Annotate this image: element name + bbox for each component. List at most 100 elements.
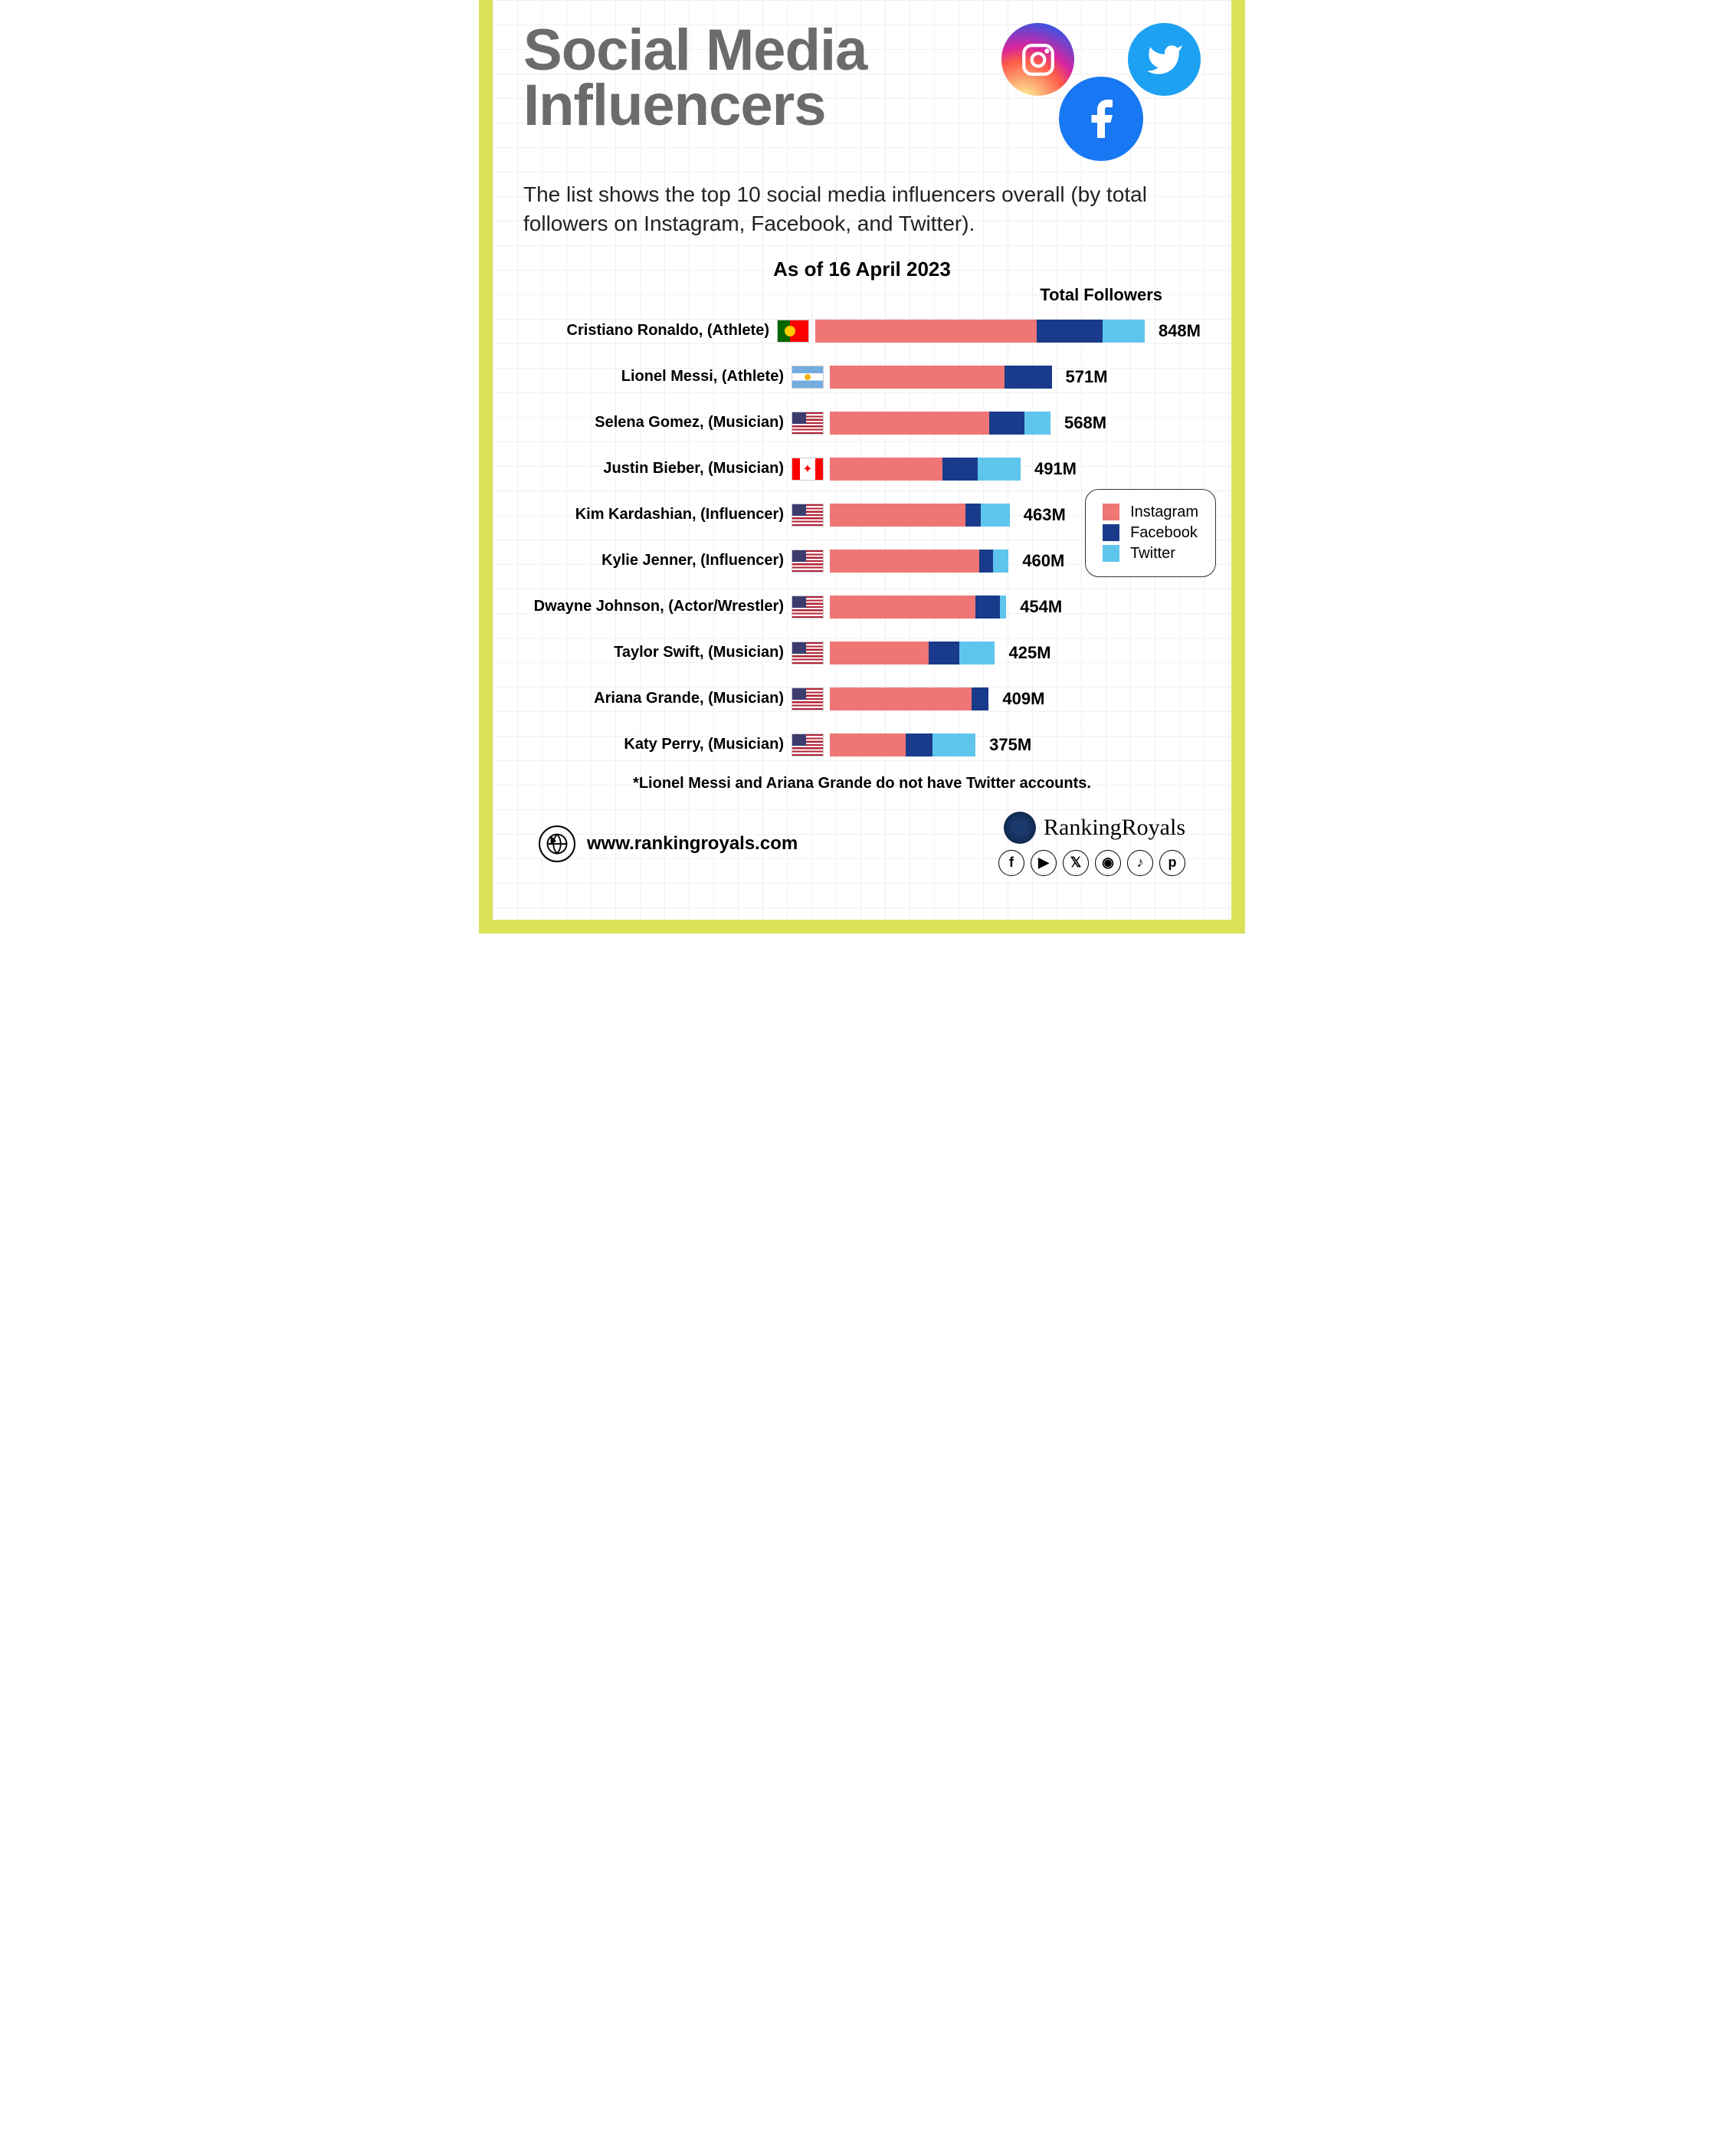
globe-icon [539, 825, 575, 862]
chart-row: Ariana Grande, (Musician) 409M [523, 681, 1201, 717]
twitter-icon [1128, 23, 1201, 96]
bar-segment-fb [989, 412, 1024, 435]
brand-logo-icon [1004, 812, 1036, 844]
row-name: Katy Perry, (Musician) [523, 736, 792, 753]
row-name: Taylor Swift, (Musician) [523, 644, 792, 661]
bar-segment-fb [975, 596, 999, 619]
footer: www.rankingroyals.com RankingRoyals f ▶𝕏◉… [523, 812, 1201, 876]
row-name: Ariana Grande, (Musician) [523, 690, 792, 707]
bar-segment-ig [815, 320, 1037, 343]
flag-icon [777, 320, 809, 343]
bar-segment-ig [830, 458, 942, 481]
chart-row: Dwayne Johnson, (Actor/Wrestler) 454M [523, 589, 1201, 625]
bar-segment-tw [959, 642, 995, 665]
flag-icon [792, 504, 824, 527]
stacked-bar [815, 320, 1145, 343]
chart-row: Lionel Messi, (Athlete) 571M [523, 359, 1201, 395]
flag-icon [792, 366, 824, 389]
flag-icon [792, 550, 824, 573]
stacked-bar [830, 412, 1050, 435]
subtitle: The list shows the top 10 social media i… [523, 180, 1201, 238]
infographic-body: Social Media Influencers The list shows … [493, 0, 1231, 920]
legend-item: Twitter [1103, 545, 1198, 563]
chart-row: Selena Gomez, (Musician)568M [523, 405, 1201, 441]
row-total: 848M [1159, 321, 1201, 341]
bar-wrap: 409M [830, 687, 1201, 710]
chart-row: Taylor Swift, (Musician) 425M [523, 635, 1201, 671]
bar-segment-ig [830, 504, 965, 527]
bar-segment-tw [1000, 596, 1007, 619]
flag-icon [792, 687, 824, 710]
facebook-icon [1059, 77, 1143, 161]
header: Social Media Influencers [523, 23, 1201, 161]
bar-segment-tw [1024, 412, 1050, 435]
footer-social-icon[interactable]: ♪ [1127, 850, 1153, 876]
row-name: Cristiano Ronaldo, (Athlete) [523, 322, 777, 340]
brand-name: RankingRoyals [1044, 815, 1185, 841]
footer-social-icon[interactable]: p [1159, 850, 1185, 876]
bar-wrap: 491M [830, 458, 1201, 481]
flag-icon [792, 458, 824, 481]
legend-swatch [1103, 524, 1119, 541]
bar-wrap: 425M [830, 642, 1201, 665]
bar-segment-fb [1037, 320, 1103, 343]
row-name: Kylie Jenner, (Influencer) [523, 552, 792, 569]
date-label: As of 16 April 2023 [523, 258, 1201, 281]
legend-item: Facebook [1103, 524, 1198, 542]
row-name: Justin Bieber, (Musician) [523, 460, 792, 477]
row-total: 568M [1064, 413, 1106, 433]
chart-area: Cristiano Ronaldo, (Athlete) 848M Lionel M… [523, 313, 1201, 763]
main-title: Social Media Influencers [523, 23, 986, 133]
bar-wrap: 375M [830, 733, 1201, 756]
legend-swatch [1103, 504, 1119, 520]
footer-social-icon[interactable]: ▶ [1031, 850, 1057, 876]
legend-label: Twitter [1130, 545, 1175, 563]
stacked-bar [830, 596, 1006, 619]
bar-segment-tw [978, 458, 1021, 481]
bar-segment-ig [830, 687, 972, 710]
brand-row: RankingRoyals [998, 812, 1185, 844]
footnote: *Lionel Messi and Ariana Grande do not h… [523, 775, 1201, 793]
bar-wrap: 568M [830, 412, 1201, 435]
footer-social-icon[interactable]: 𝕏 [1063, 850, 1089, 876]
header-social-icons [1001, 23, 1201, 161]
row-total: 454M [1020, 597, 1062, 617]
instagram-icon [1001, 23, 1074, 96]
footer-left: www.rankingroyals.com [539, 825, 798, 862]
bar-segment-ig [830, 733, 906, 756]
bar-segment-fb [972, 687, 988, 710]
row-name: Dwayne Johnson, (Actor/Wrestler) [523, 598, 792, 615]
bar-segment-ig [830, 366, 1005, 389]
bar-segment-fb [942, 458, 978, 481]
bar-segment-fb [1005, 366, 1051, 389]
legend: InstagramFacebookTwitter [1085, 489, 1216, 577]
flag-icon [792, 642, 824, 665]
bar-segment-fb [965, 504, 980, 527]
bar-wrap: 571M [830, 366, 1201, 389]
footer-right: RankingRoyals f ▶𝕏◉♪p [998, 812, 1185, 876]
stacked-bar [830, 733, 975, 756]
row-total: 491M [1034, 459, 1077, 479]
footer-social-row: f ▶𝕏◉♪p [998, 850, 1185, 876]
bar-segment-ig [830, 642, 929, 665]
flag-icon [792, 412, 824, 435]
bar-segment-tw [981, 504, 1010, 527]
row-name: Kim Kardashian, (Influencer) [523, 506, 792, 523]
footer-social-icon[interactable]: ◉ [1095, 850, 1121, 876]
row-name: Lionel Messi, (Athlete) [523, 368, 792, 386]
footer-social-icon[interactable]: f [998, 850, 1024, 876]
chart-row: Justin Bieber, (Musician) 491M [523, 451, 1201, 487]
bar-segment-fb [929, 642, 959, 665]
website-url: www.rankingroyals.com [587, 833, 798, 855]
bar-segment-ig [830, 596, 975, 619]
bar-wrap: 454M [830, 596, 1201, 619]
total-followers-label: Total Followers [523, 285, 1162, 305]
chart-row: Katy Perry, (Musician) 375M [523, 727, 1201, 763]
stacked-bar [830, 642, 995, 665]
stacked-bar [830, 687, 988, 710]
bar-segment-ig [830, 550, 979, 573]
bar-segment-fb [979, 550, 993, 573]
row-total: 409M [1002, 689, 1044, 709]
flag-icon [792, 733, 824, 756]
bar-segment-tw [993, 550, 1008, 573]
